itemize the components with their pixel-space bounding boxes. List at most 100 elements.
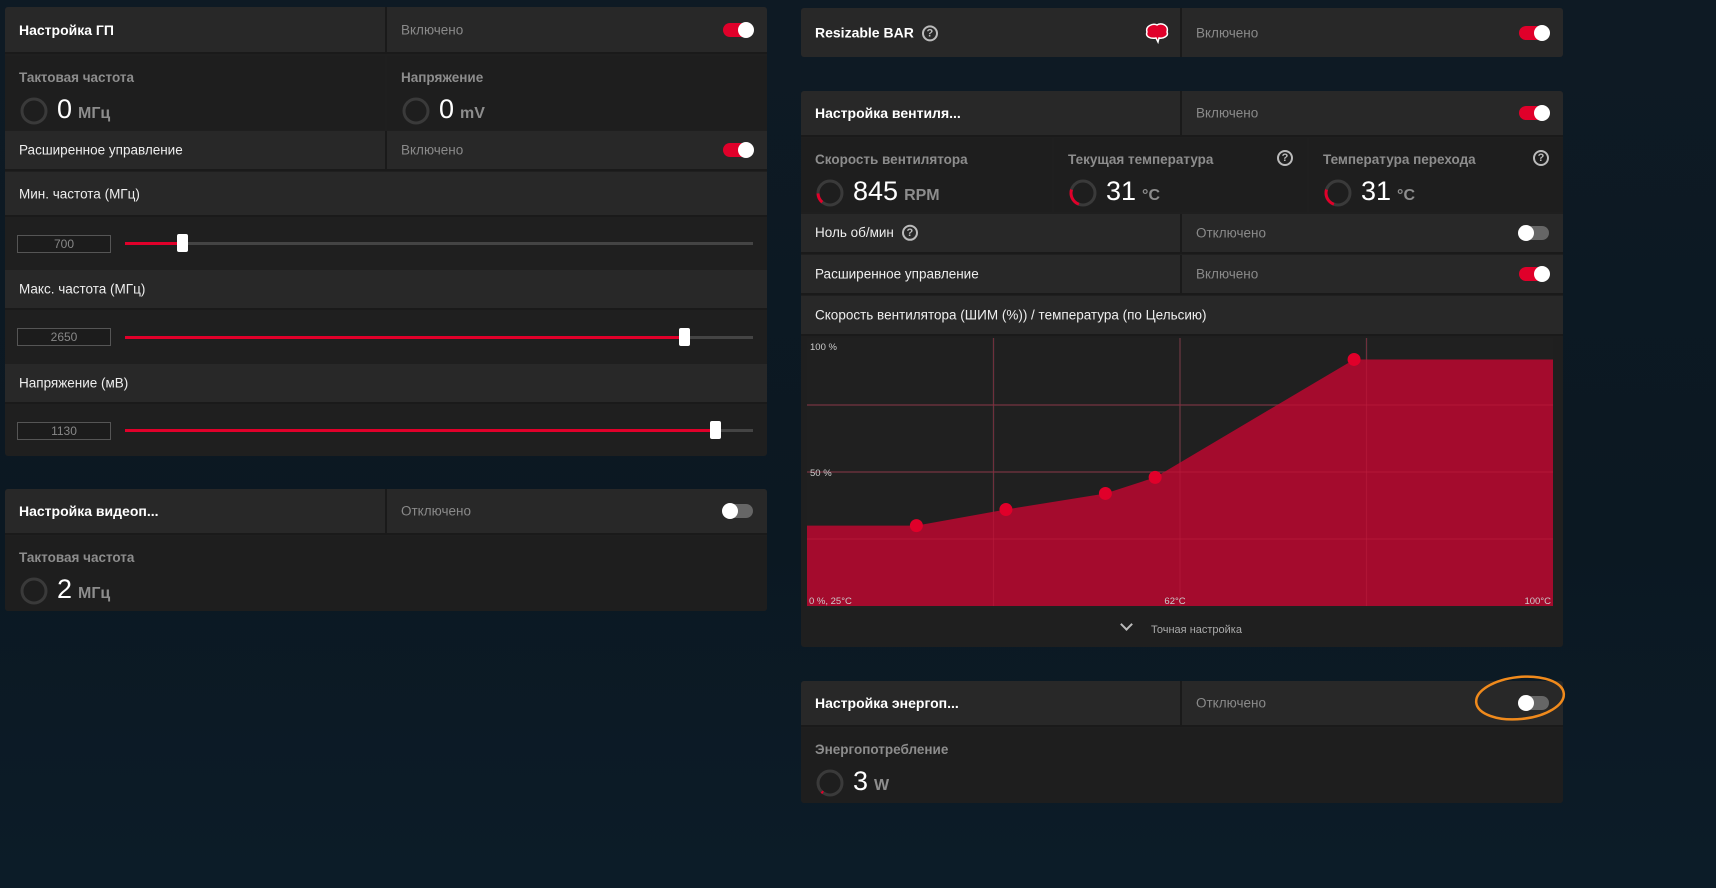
fan-speed-value: 845 [853, 176, 899, 206]
min-clock-slider[interactable] [125, 234, 753, 252]
power-label: Энергопотребление [815, 742, 949, 757]
current-temp-unit: °C [1142, 187, 1160, 204]
voltage-label-row: Напряжение (мВ) [5, 364, 767, 404]
fine-tune-button[interactable]: Точная настройка [801, 613, 1563, 647]
vram-clock-metric: Тактовая частота 2 МГц [5, 536, 767, 611]
help-icon[interactable]: ? [901, 225, 918, 242]
fan-curve-chart[interactable]: 100 % 50 % 0 %, 25°C 62°C 100°C [807, 338, 1553, 608]
gpu-tuning-panel: Настройка ГП Включено Такτовая частота 0… [5, 7, 767, 456]
zero-rpm-state: Отключено [1196, 225, 1266, 241]
help-icon[interactable]: ? [1277, 150, 1293, 166]
junction-temp-label: Температура перехода [1323, 152, 1476, 167]
fan-curve-point[interactable] [909, 519, 923, 533]
clock-unit: МГц [78, 105, 111, 122]
vram-tuning-title: Настройка видеоп... [19, 503, 159, 519]
fan-tuning-state: Включено [1196, 105, 1259, 121]
voltage-gauge-icon [402, 97, 430, 125]
max-clock-input[interactable]: 2650 [17, 328, 111, 346]
power-tuning-toggle[interactable] [1518, 695, 1549, 711]
x-tick-label: 62°C [1164, 596, 1185, 607]
max-clock-label: Макс. частота (МГц) [19, 281, 146, 297]
max-clock-label-row: Макс. частота (МГц) [5, 270, 767, 310]
advanced-control-state: Включено [401, 142, 464, 158]
junction-temp-value: 31 [1361, 176, 1392, 206]
voltage-metric: Напряжение 0 mV [387, 56, 767, 130]
fan-curve-point[interactable] [1347, 352, 1361, 366]
resizable-bar-panel: Resizable BAR? Включено [801, 8, 1563, 57]
min-clock-slider-handle[interactable] [176, 234, 188, 252]
current-temp-value: 31 [1106, 176, 1137, 206]
junction-temp-gauge-icon [1324, 179, 1352, 207]
min-clock-label-row: Мин. частота (МГц) [5, 172, 767, 217]
fan-curve-title: Скорость вентилятора (ШИМ (%)) / темпера… [815, 307, 1207, 323]
fan-speed-metric: Скорость вентилятора 845 RPM [801, 138, 1052, 212]
clock-value: 0 [57, 94, 73, 124]
fan-advanced-label: Расширенное управление [815, 266, 979, 282]
vram-tuning-panel: Настройка видеоп... Отключено Тактовая ч… [5, 489, 767, 611]
vram-clock-unit: МГц [78, 585, 111, 602]
fan-curve-area [807, 359, 1553, 606]
advanced-control-label: Расширенное управление [19, 142, 183, 158]
fan-tuning-title: Настройка вентиля... [815, 105, 961, 121]
clock-label: Такτовая частота [19, 70, 135, 85]
voltage-unit: mV [460, 105, 485, 122]
min-clock-label: Мин. частота (МГц) [19, 186, 140, 201]
y-tick-label: 100 % [810, 342, 837, 353]
power-value: 3 [853, 766, 869, 796]
x-tick-label: 0 %, 25°C [809, 596, 852, 607]
fan-speed-label: Скорость вентилятора [815, 152, 968, 167]
power-unit: W [874, 777, 890, 794]
advanced-control-toggle[interactable] [723, 142, 754, 158]
fan-speed-unit: RPM [904, 187, 940, 204]
rebar-state: Включено [1196, 25, 1259, 40]
fan-tuning-panel: Настройка вентиля... Включено Скорость в… [801, 91, 1563, 647]
power-tuning-state: Отключено [1196, 695, 1266, 711]
max-clock-slider[interactable] [125, 328, 753, 346]
fine-tune-label: Точная настройка [1151, 624, 1242, 636]
x-tick-label: 100°C [1524, 596, 1551, 607]
gpu-tuning-header: Настройка ГП Включено [5, 7, 767, 54]
max-clock-slider-handle[interactable] [678, 328, 690, 346]
rebar-toggle[interactable] [1519, 24, 1550, 41]
voltage-slider[interactable] [125, 421, 753, 439]
junction-temp-metric: Температура перехода ? 31 °C [1309, 138, 1563, 212]
gpu-tuning-state: Включено [401, 22, 464, 37]
fan-advanced-state: Включено [1196, 266, 1259, 282]
fan-curve-point[interactable] [1148, 470, 1162, 484]
rebar-title: Resizable BAR [815, 23, 914, 40]
fan-curve-point[interactable] [999, 503, 1013, 517]
vram-tuning-state: Отключено [401, 503, 471, 519]
gpu-tuning-toggle[interactable] [723, 21, 754, 38]
brain-icon [1145, 23, 1169, 44]
clock-gauge-icon [20, 97, 48, 125]
fan-speed-gauge-icon [816, 179, 844, 207]
clock-metric: Такτовая частота 0 МГц [5, 56, 385, 130]
min-clock-input[interactable]: 700 [17, 235, 111, 253]
voltage-label: Напряжение [401, 70, 484, 85]
advanced-control-row: Расширенное управление Включено [5, 131, 767, 171]
chevron-down-icon [1120, 618, 1133, 631]
y-tick-label: 50 % [810, 468, 832, 479]
power-gauge-icon [816, 769, 844, 797]
voltage-slider-handle[interactable] [710, 421, 722, 439]
vram-tuning-toggle[interactable] [722, 503, 753, 519]
help-icon[interactable]: ? [1533, 150, 1549, 166]
voltage-slider-label: Напряжение (мВ) [19, 375, 129, 391]
fan-curve-point[interactable] [1098, 486, 1112, 500]
help-icon[interactable]: ? [921, 25, 938, 42]
voltage-input[interactable]: 1130 [17, 422, 111, 440]
orange-annotation-circle [1474, 675, 1566, 721]
vram-clock-value: 2 [57, 574, 73, 604]
fan-advanced-toggle[interactable] [1519, 266, 1550, 282]
voltage-value: 0 [439, 94, 455, 124]
vram-clock-label: Тактовая частота [19, 550, 135, 565]
vram-clock-gauge-icon [20, 577, 48, 605]
fan-tuning-toggle[interactable] [1519, 105, 1550, 121]
power-tuning-panel: Настройка энергоп... Отключено Энергопот… [801, 681, 1563, 803]
zero-rpm-toggle[interactable] [1518, 225, 1549, 241]
current-temp-gauge-icon [1069, 179, 1097, 207]
junction-temp-unit: °C [1397, 187, 1415, 204]
zero-rpm-label: Ноль об/мин [815, 224, 894, 240]
power-tuning-title: Настройка энергоп... [815, 695, 959, 711]
